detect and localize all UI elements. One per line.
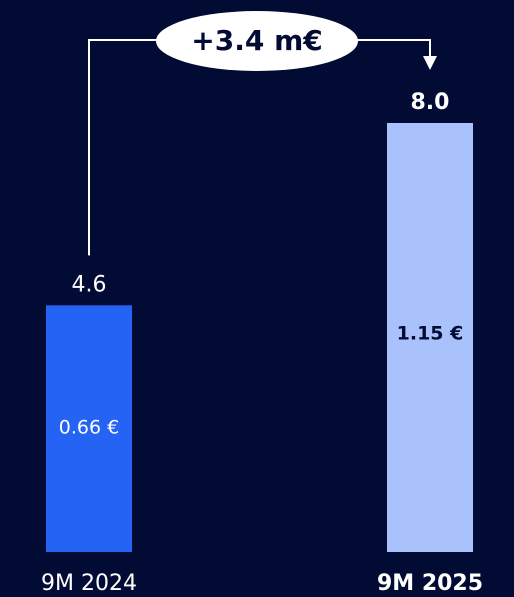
delta-bubble [156, 11, 358, 71]
delta-connector-line [88, 39, 431, 256]
bar-inner-label-0: 0.66 € [59, 417, 119, 439]
bar-value-label-1: 8.0 [411, 90, 450, 115]
bar-1 [387, 123, 473, 552]
arrowhead-icon [423, 56, 437, 70]
delta-connector: +3.4 m€ [88, 11, 437, 256]
labels: 4.6 0.66 € 9M 2024 8.0 1.15 € 9M 2025 [41, 90, 483, 596]
bar-0 [46, 305, 132, 552]
bar-value-label-0: 4.6 [72, 272, 107, 297]
bars [46, 123, 473, 552]
bar-inner-label-1: 1.15 € [397, 323, 464, 345]
category-label-1: 9M 2025 [377, 571, 483, 596]
category-label-0: 9M 2024 [41, 571, 137, 596]
delta-label: +3.4 m€ [191, 24, 322, 57]
